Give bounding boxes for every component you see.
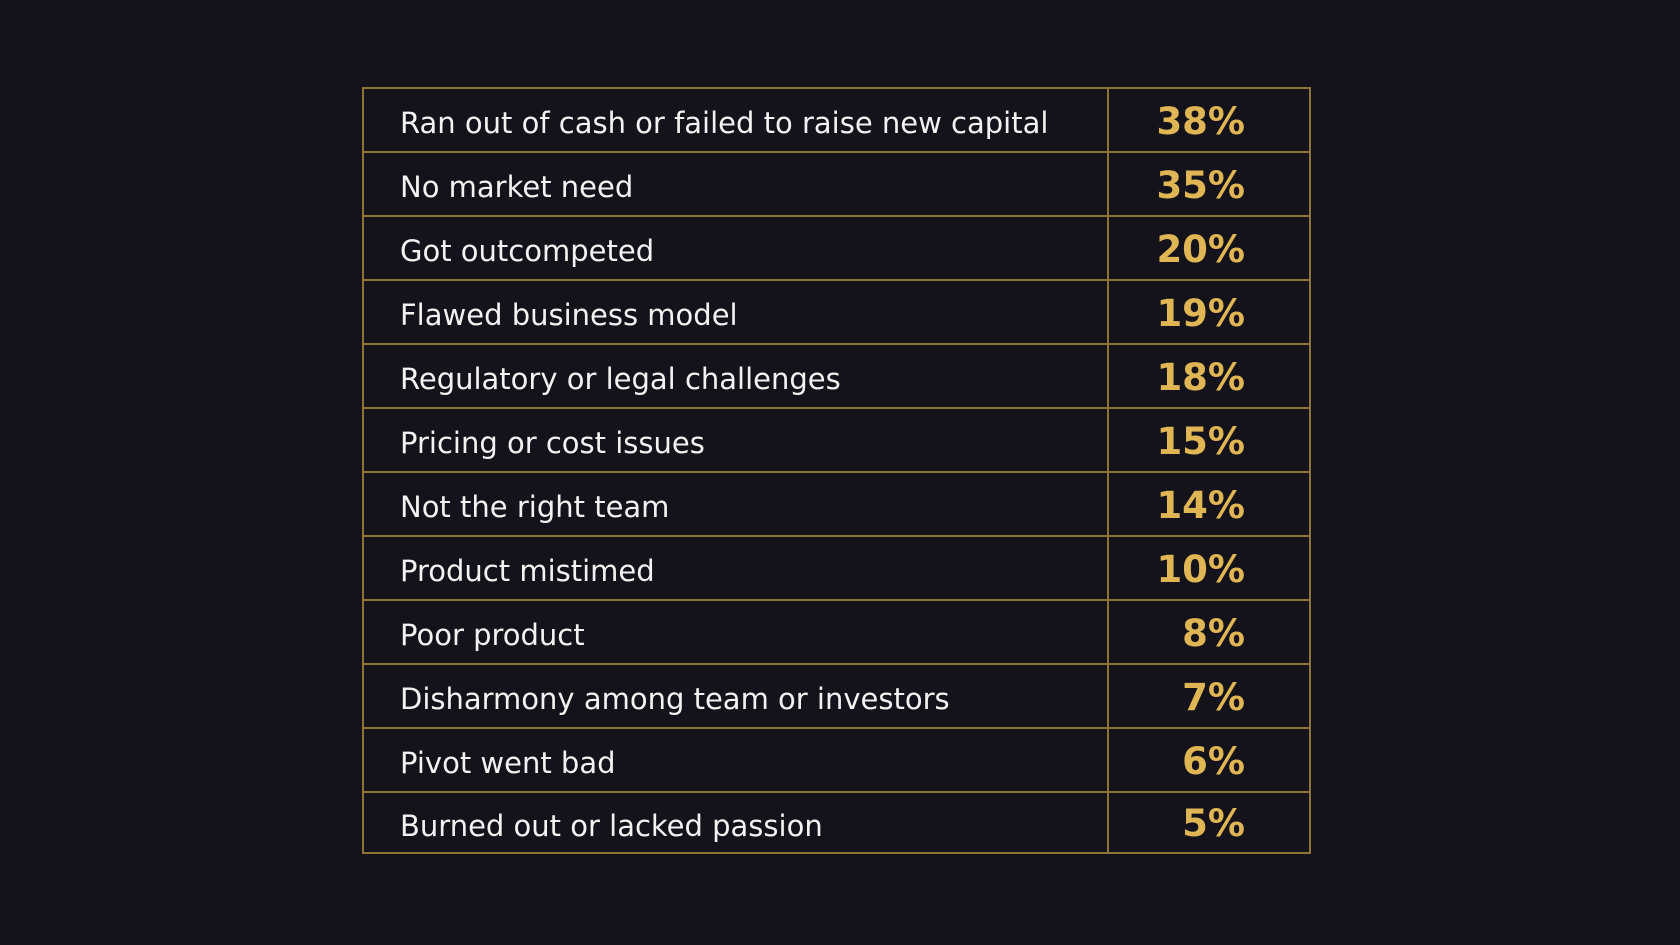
reason-percentage: 14%	[1156, 483, 1245, 527]
reason-percentage: 6%	[1182, 739, 1245, 783]
reason-percentage: 35%	[1156, 163, 1245, 207]
reason-label: Pricing or cost issues	[364, 409, 1109, 471]
reason-percentage: 19%	[1156, 291, 1245, 335]
reason-percentage: 20%	[1156, 227, 1245, 271]
reason-label: Ran out of cash or failed to raise new c…	[364, 89, 1109, 151]
table-row: Pivot went bad 6%	[364, 729, 1309, 793]
table-row: No market need 35%	[364, 153, 1309, 217]
reason-percentage: 18%	[1156, 355, 1245, 399]
table-row: Flawed business model 19%	[364, 281, 1309, 345]
reason-percentage: 10%	[1156, 547, 1245, 591]
table-row: Not the right team 14%	[364, 473, 1309, 537]
failure-reasons-table: Ran out of cash or failed to raise new c…	[362, 87, 1311, 854]
reason-label: Poor product	[364, 601, 1109, 663]
reason-label: Disharmony among team or investors	[364, 665, 1109, 727]
table-row: Disharmony among team or investors 7%	[364, 665, 1309, 729]
reason-label: Pivot went bad	[364, 729, 1109, 791]
reason-label: No market need	[364, 153, 1109, 215]
table-row: Regulatory or legal challenges 18%	[364, 345, 1309, 409]
reason-label: Burned out or lacked passion	[364, 793, 1109, 852]
table-row: Burned out or lacked passion 5%	[364, 793, 1309, 854]
reason-percentage: 38%	[1156, 99, 1245, 143]
reason-percentage: 8%	[1182, 611, 1245, 655]
table-row: Product mistimed 10%	[364, 537, 1309, 601]
reason-percentage: 7%	[1182, 675, 1245, 719]
reason-label: Got outcompeted	[364, 217, 1109, 279]
reason-label: Not the right team	[364, 473, 1109, 535]
reason-percentage: 15%	[1156, 419, 1245, 463]
table-row: Pricing or cost issues 15%	[364, 409, 1309, 473]
table-row: Got outcompeted 20%	[364, 217, 1309, 281]
reason-label: Product mistimed	[364, 537, 1109, 599]
reason-percentage: 5%	[1182, 802, 1245, 845]
table-row: Ran out of cash or failed to raise new c…	[364, 89, 1309, 153]
table-row: Poor product 8%	[364, 601, 1309, 665]
reason-label: Flawed business model	[364, 281, 1109, 343]
reason-label: Regulatory or legal challenges	[364, 345, 1109, 407]
